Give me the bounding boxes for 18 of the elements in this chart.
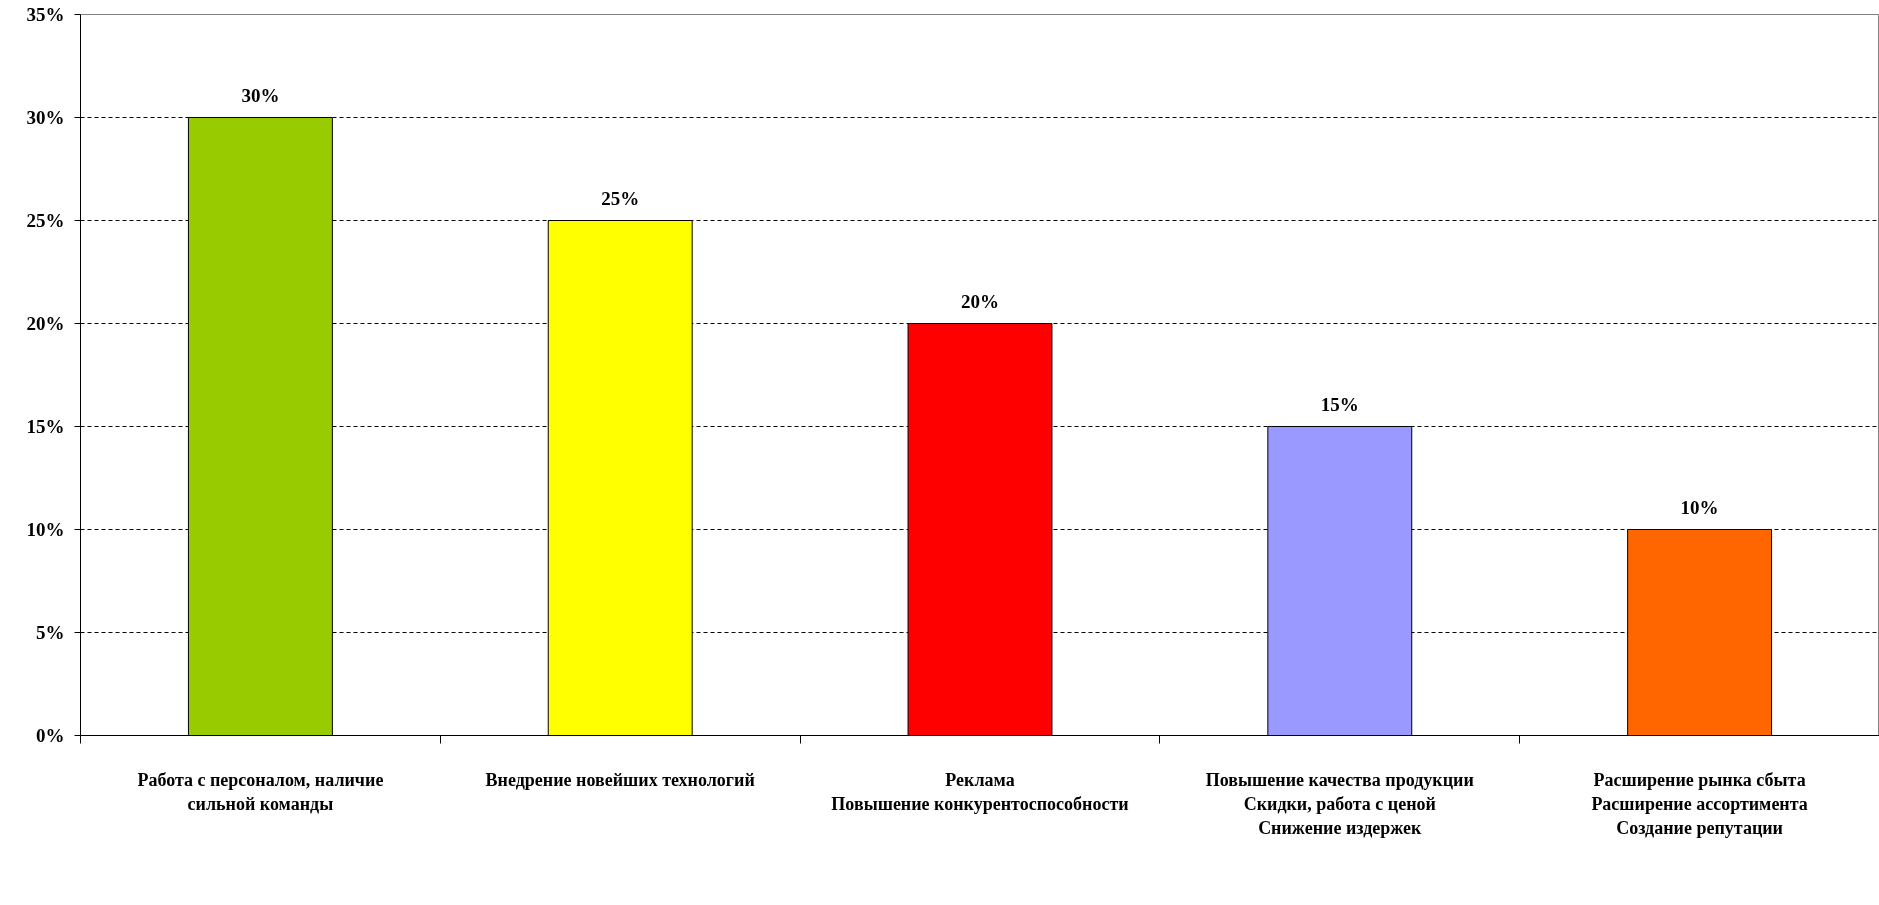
- y-tick-label: 25%: [26, 210, 65, 231]
- y-tick-label: 0%: [36, 725, 65, 746]
- y-tick-label: 10%: [26, 519, 65, 540]
- data-label: 30%: [241, 84, 280, 106]
- data-label: 20%: [961, 290, 999, 312]
- x-tick-label: Расширение рынка сбыта Расширение ассортимента Создание репутации: [1591, 769, 1808, 838]
- x-tick-label: Работа с персоналом, наличие сильной команды: [137, 769, 384, 814]
- data-label: 25%: [601, 187, 640, 209]
- y-tick-label: 35%: [26, 4, 65, 25]
- y-tick-label: 30%: [26, 107, 65, 128]
- y-tick-label: 20%: [26, 313, 65, 334]
- x-tick-label: Реклама Повышение конкурентоспособности: [831, 769, 1129, 814]
- x-tick-label: Повышение качества продукции Скидки, работа с ценой Снижение издержек: [1205, 769, 1474, 838]
- data-label: 15%: [1320, 393, 1359, 415]
- y-tick-label: 15%: [26, 416, 65, 437]
- data-label: 10%: [1680, 496, 1719, 518]
- x-tick-label: Внедрение новейших технологий: [485, 769, 755, 790]
- y-tick-label: 5%: [36, 622, 65, 643]
